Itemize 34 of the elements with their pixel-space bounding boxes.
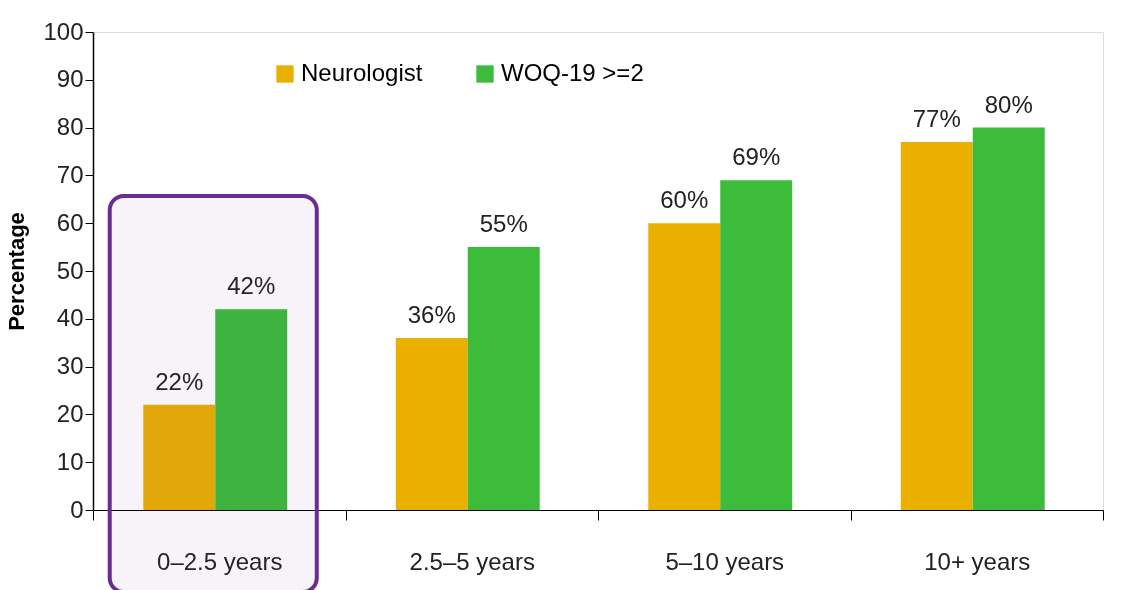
x-tick-label: 10+ years xyxy=(924,547,1031,575)
data-label: 55% xyxy=(479,210,528,238)
x-tick-label: 0–2.5 years xyxy=(157,547,283,575)
x-tick-label: 5–10 years xyxy=(665,547,785,575)
data-label: 36% xyxy=(407,300,456,328)
bar xyxy=(395,337,468,510)
y-tick-label: 60 xyxy=(56,208,84,236)
y-tick-label: 40 xyxy=(56,304,84,332)
bar xyxy=(648,223,721,510)
y-axis-title: Percentage xyxy=(4,212,30,331)
y-tick-label: 0 xyxy=(70,495,84,523)
x-tick-label: 2.5–5 years xyxy=(409,547,535,575)
y-tick-label: 50 xyxy=(56,256,84,284)
y-tick-label: 10 xyxy=(56,447,84,475)
y-tick-label: 20 xyxy=(56,399,84,427)
y-tick-label: 30 xyxy=(56,352,84,380)
data-label: 69% xyxy=(732,143,781,171)
y-tick-label: 90 xyxy=(56,65,84,93)
y-tick-label: 70 xyxy=(56,160,84,188)
data-label: 77% xyxy=(912,104,961,132)
data-label: 80% xyxy=(984,90,1033,118)
data-label: 22% xyxy=(155,367,204,395)
bar xyxy=(215,309,288,510)
bar xyxy=(720,180,793,510)
bar xyxy=(143,404,216,510)
legend-label: Neurologist xyxy=(301,59,423,86)
bar xyxy=(900,141,973,510)
bar xyxy=(467,247,540,510)
data-label: 60% xyxy=(660,186,709,214)
y-tick-label: 80 xyxy=(56,113,84,141)
y-tick-label: 100 xyxy=(43,17,84,45)
data-label: 42% xyxy=(227,272,276,300)
legend-label: WOQ-19 >=2 xyxy=(501,59,644,86)
bar xyxy=(972,127,1045,510)
